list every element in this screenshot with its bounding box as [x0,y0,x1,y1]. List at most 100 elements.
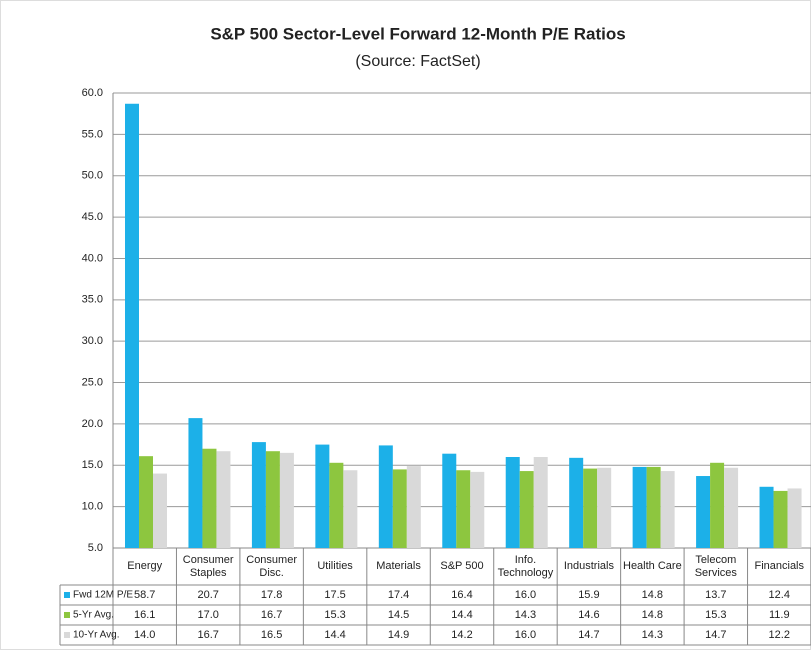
x-tick-label: Materials [376,560,421,572]
y-tick-label: 40.0 [82,252,103,264]
bar [632,466,647,548]
bar [787,488,802,548]
bar [202,448,217,548]
data-label: 14.9 [388,629,409,641]
data-label: 11.9 [769,609,790,621]
bar [442,453,457,548]
bar [251,442,266,548]
data-label: 15.3 [324,609,345,621]
data-label: 58.7 [134,589,155,601]
data-label: 17.4 [388,589,409,601]
data-label: 12.2 [769,629,790,641]
data-label: 14.2 [451,629,472,641]
chart-title: S&P 500 Sector-Level Forward 12-Month P/… [210,24,625,43]
x-tick-label-box: S&P 500 [440,560,484,572]
data-label: 14.8 [642,609,663,621]
x-tick-label-box: Financials [754,560,805,572]
y-tick-label: 35.0 [82,294,103,306]
bar [216,451,231,548]
x-tick-label: Health Care [623,560,682,572]
x-tick-label: Energy [127,560,163,572]
data-label: 16.5 [261,629,282,641]
data-label: 14.7 [578,629,599,641]
x-tick-label: S&P 500 [440,560,484,572]
data-label: 16.7 [261,609,282,621]
x-tick-label: Telecom Services [694,553,737,579]
bar [279,452,294,548]
bar [329,462,344,548]
y-tick-label: 20.0 [82,418,103,430]
bar [724,467,739,548]
bar [315,444,330,548]
bar [392,469,407,548]
data-label: 17.5 [324,589,345,601]
x-tick-label: Info. Technology [497,553,554,579]
bar [378,445,393,548]
x-tick-label-box: Energy [127,560,163,572]
data-label: 14.7 [705,629,726,641]
legend-swatch [64,632,70,638]
legend-swatch [64,592,70,598]
bar [188,418,203,548]
y-tick-label: 45.0 [82,211,103,223]
bar [773,490,788,548]
legend-swatch [64,612,70,618]
data-label: 17.8 [261,589,282,601]
data-label: 14.8 [642,589,663,601]
x-tick-label: Financials [754,560,805,572]
data-label: 14.3 [515,609,536,621]
x-tick-label-box: Consumer Staples [182,553,234,579]
data-label: 14.0 [134,629,155,641]
data-label: 16.7 [197,629,218,641]
y-tick-label: 60.0 [82,87,103,99]
bar [505,457,520,548]
data-label: 17.0 [197,609,218,621]
data-label: 15.3 [705,609,726,621]
bar [569,457,584,548]
bar [533,457,548,548]
data-label: 16.1 [134,609,155,621]
bar [265,451,280,548]
data-label: 14.3 [642,629,663,641]
legend-label: 5-Yr Avg. [73,610,114,621]
x-tick-label: Consumer Disc. [246,553,297,579]
chart-subtitle: (Source: FactSet) [355,53,480,70]
bar [125,103,139,548]
data-label: 14.4 [451,609,472,621]
y-tick-label: 10.0 [82,501,103,513]
x-tick-label-box: Utilities [317,560,353,572]
bar [519,471,534,548]
data-label: 14.5 [388,609,409,621]
bar [470,471,485,548]
x-tick-label: Utilities [317,560,353,572]
x-tick-label-box: Health Care [623,560,682,572]
x-tick-label-box: Telecom Services [694,553,737,579]
bar [139,456,153,548]
data-label: 16.4 [451,589,472,601]
bar [456,470,471,548]
data-label: 14.4 [324,629,345,641]
y-tick-label: 50.0 [82,170,103,182]
bar [646,466,661,548]
x-tick-label-box: Industrials [564,560,614,572]
data-label: 20.7 [197,589,218,601]
bar [759,486,774,548]
bar [710,462,725,548]
data-label: 16.0 [515,629,536,641]
x-tick-label-box: Info. Technology [497,553,554,579]
bar [583,468,598,548]
y-tick-label: 25.0 [82,376,103,388]
data-label: 16.0 [515,589,536,601]
y-tick-label: 30.0 [82,335,103,347]
bar [696,476,711,548]
x-tick-label: Consumer Staples [182,553,234,579]
x-tick-label-box: Consumer Disc. [246,553,297,579]
data-label: 13.7 [705,589,726,601]
data-label: 12.4 [769,589,790,601]
bar [660,471,675,548]
bar [406,466,421,548]
legend-label: 10-Yr Avg. [73,630,120,641]
y-tick-label: 55.0 [82,128,103,140]
data-label: 14.6 [578,609,599,621]
